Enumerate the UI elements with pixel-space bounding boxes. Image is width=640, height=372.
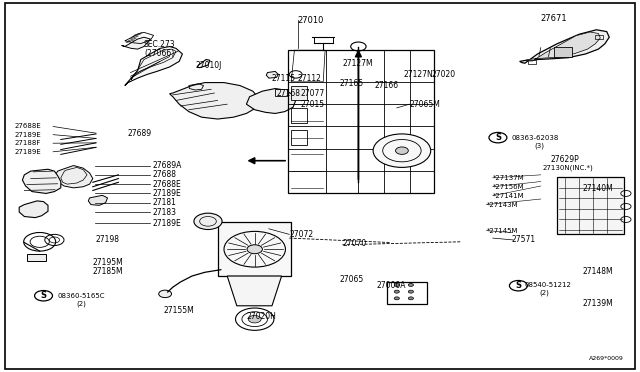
Bar	[27, 254, 46, 261]
Text: 27112: 27112	[298, 74, 321, 83]
Text: 27168: 27168	[276, 89, 301, 97]
Bar	[218, 222, 291, 276]
Text: 27183: 27183	[152, 208, 177, 217]
Polygon shape	[246, 89, 296, 113]
Text: 27077: 27077	[301, 89, 325, 97]
Polygon shape	[88, 195, 108, 205]
Text: 27189E: 27189E	[14, 149, 41, 155]
Text: 08540-51212: 08540-51212	[525, 282, 572, 288]
Text: 27189E: 27189E	[152, 189, 181, 198]
Polygon shape	[227, 276, 282, 306]
Bar	[275, 89, 287, 96]
Text: A269*0009: A269*0009	[589, 356, 624, 361]
Text: 27127M: 27127M	[342, 59, 373, 68]
Text: 27000A: 27000A	[376, 281, 406, 290]
Circle shape	[159, 290, 172, 298]
Text: SEC.273: SEC.273	[144, 40, 175, 49]
Bar	[528, 60, 536, 64]
Text: 27198: 27198	[96, 235, 120, 244]
Text: 27015: 27015	[301, 100, 325, 109]
Text: 27072: 27072	[289, 230, 314, 239]
Text: 27140M: 27140M	[582, 185, 613, 193]
Text: *27143M: *27143M	[486, 202, 518, 208]
Circle shape	[408, 283, 413, 286]
Text: 27571: 27571	[512, 235, 536, 244]
Text: 27020: 27020	[432, 70, 456, 79]
Circle shape	[396, 147, 408, 154]
Circle shape	[394, 297, 399, 300]
Polygon shape	[19, 201, 48, 218]
Bar	[595, 35, 603, 39]
Text: (27066): (27066)	[144, 49, 174, 58]
Circle shape	[373, 134, 431, 167]
Polygon shape	[526, 32, 600, 61]
Text: *27145M: *27145M	[486, 228, 518, 234]
Text: 27065: 27065	[339, 275, 364, 284]
Text: 27139M: 27139M	[582, 299, 613, 308]
Text: (2): (2)	[77, 301, 86, 307]
Bar	[554, 47, 572, 57]
Text: *27137M: *27137M	[493, 175, 525, 181]
Text: S: S	[40, 291, 47, 300]
Circle shape	[408, 297, 413, 300]
Text: 08363-62038: 08363-62038	[512, 135, 559, 141]
Bar	[291, 108, 307, 123]
Text: 27065M: 27065M	[410, 100, 440, 109]
Circle shape	[194, 213, 222, 230]
Circle shape	[247, 245, 262, 254]
Polygon shape	[54, 166, 93, 188]
Text: *27141M: *27141M	[493, 193, 524, 199]
Text: 27166: 27166	[374, 81, 399, 90]
Text: 27010: 27010	[298, 16, 324, 25]
Text: 27688: 27688	[152, 170, 177, 179]
Polygon shape	[520, 30, 609, 63]
Polygon shape	[125, 46, 182, 86]
Text: 27070: 27070	[342, 239, 367, 248]
Bar	[288, 50, 434, 193]
Text: 27185M: 27185M	[93, 267, 124, 276]
Text: 27010J: 27010J	[195, 61, 221, 70]
Text: S: S	[495, 133, 501, 142]
Text: 27130N(INC.*): 27130N(INC.*)	[543, 165, 593, 171]
Text: 27688E: 27688E	[14, 124, 41, 129]
Bar	[291, 130, 307, 145]
Polygon shape	[22, 169, 61, 193]
Text: 27188F: 27188F	[14, 140, 40, 146]
Text: 27689A: 27689A	[152, 161, 182, 170]
Text: 27127N: 27127N	[403, 70, 433, 79]
Text: *27156M: *27156M	[493, 184, 524, 190]
Text: 27155M: 27155M	[163, 306, 194, 315]
Circle shape	[394, 290, 399, 293]
Text: 27689: 27689	[128, 129, 152, 138]
Text: 27189E: 27189E	[14, 132, 41, 138]
Text: 27189E: 27189E	[152, 219, 181, 228]
Polygon shape	[266, 71, 278, 78]
Bar	[387, 282, 427, 304]
Text: (3): (3)	[534, 143, 545, 150]
Bar	[291, 86, 307, 100]
Polygon shape	[197, 60, 210, 68]
Text: 27195M: 27195M	[93, 258, 124, 267]
Text: S: S	[515, 281, 522, 290]
Circle shape	[248, 315, 261, 323]
Text: 27629P: 27629P	[550, 155, 579, 164]
Text: 27688E: 27688E	[152, 180, 181, 189]
Text: 27671: 27671	[541, 14, 568, 23]
Text: 27020H: 27020H	[246, 312, 276, 321]
Text: (2): (2)	[540, 290, 549, 296]
Polygon shape	[170, 83, 259, 119]
Text: 27148M: 27148M	[582, 267, 613, 276]
Circle shape	[408, 290, 413, 293]
Polygon shape	[122, 37, 150, 49]
Bar	[557, 177, 624, 234]
Text: 08360-5165C: 08360-5165C	[58, 293, 105, 299]
Text: 27181: 27181	[152, 198, 176, 207]
Circle shape	[394, 283, 399, 286]
Text: 27115: 27115	[272, 74, 296, 83]
Circle shape	[236, 308, 274, 330]
Text: 27165: 27165	[339, 79, 364, 88]
